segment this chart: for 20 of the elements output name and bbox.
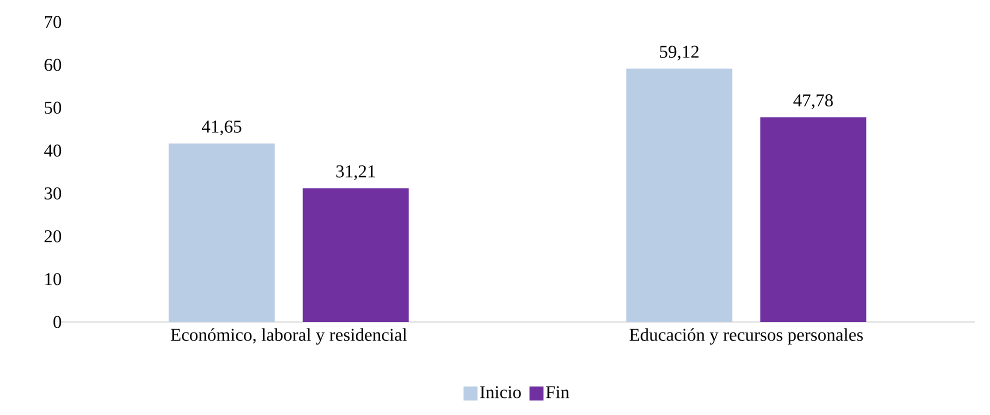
bar bbox=[168, 144, 275, 322]
legend-label: Fin bbox=[546, 386, 570, 398]
legend-label: Inicio bbox=[480, 386, 521, 398]
y-tick-label: 70 bbox=[44, 16, 62, 28]
bar bbox=[626, 68, 732, 322]
bar bbox=[302, 188, 409, 322]
y-tick-label: 40 bbox=[44, 144, 62, 157]
x-tick-label: Educación y recursos personales bbox=[630, 328, 863, 345]
y-tick-label: 60 bbox=[44, 58, 62, 71]
data-label: 47,78 bbox=[793, 94, 833, 110]
y-tick-label: 0 bbox=[53, 316, 62, 328]
y-tick-label: 30 bbox=[44, 187, 62, 200]
y-tick-label: 50 bbox=[44, 102, 62, 114]
bar bbox=[760, 117, 866, 322]
data-label: 31,21 bbox=[336, 165, 375, 180]
data-label: 41,65 bbox=[202, 120, 242, 136]
data-label: 59,12 bbox=[660, 46, 699, 60]
x-tick-label: Económico, laboral y residencial bbox=[170, 328, 407, 345]
y-tick-label: 10 bbox=[45, 273, 62, 286]
y-tick-label: 20 bbox=[44, 230, 62, 242]
